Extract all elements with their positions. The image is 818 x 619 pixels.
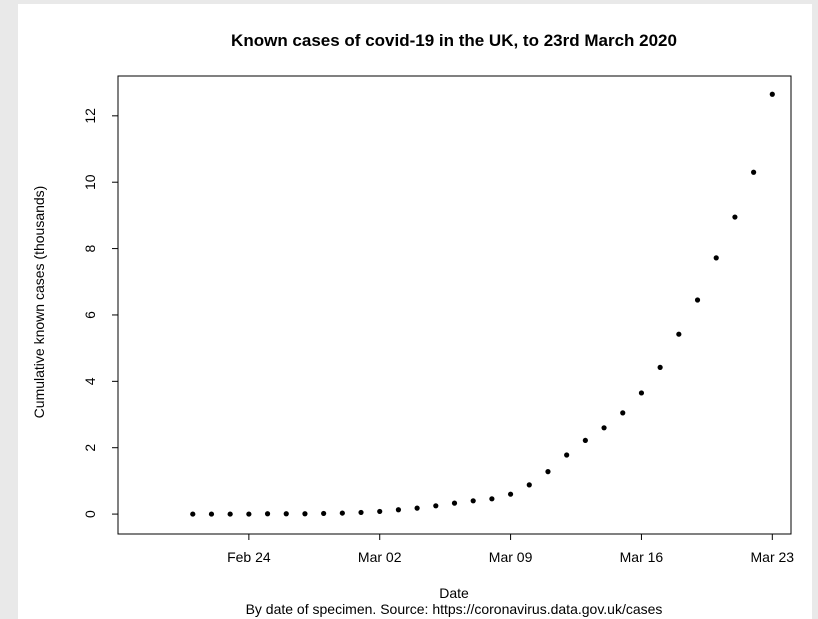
data-point — [321, 510, 327, 517]
data-point — [414, 505, 420, 511]
y-tick-label: 0 — [82, 510, 98, 518]
y-tick-label: 2 — [82, 444, 98, 452]
data-point — [694, 297, 701, 303]
x-tick-label: Mar 23 — [751, 549, 795, 565]
data-points — [190, 91, 775, 517]
data-point — [227, 511, 233, 517]
data-point — [751, 169, 757, 175]
data-point — [489, 496, 495, 502]
y-tick-label: 10 — [82, 174, 98, 190]
data-point — [395, 507, 402, 513]
x-axis-label: Date — [439, 585, 469, 601]
data-point — [264, 511, 271, 517]
y-axis: 0 2 4 6 8 10 12 — [82, 108, 119, 518]
data-point — [190, 511, 196, 517]
data-point — [601, 425, 607, 431]
x-tick-label: Mar 16 — [620, 549, 664, 565]
plot-area-border — [117, 75, 792, 535]
data-point — [676, 331, 682, 337]
chart-caption: By date of specimen. Source: https://cor… — [246, 601, 663, 617]
chart-title: Known cases of covid-19 in the UK, to 23… — [231, 31, 677, 50]
y-axis-label: Cumulative known cases (thousands) — [31, 186, 47, 419]
data-point — [377, 508, 383, 515]
data-point — [246, 511, 252, 517]
data-point — [358, 509, 364, 516]
x-tick-label: Feb 24 — [227, 549, 271, 565]
data-point — [433, 503, 439, 509]
data-point — [545, 469, 551, 475]
y-tick-label: 12 — [82, 108, 98, 124]
data-point — [507, 491, 514, 497]
y-tick-label: 8 — [82, 244, 98, 252]
y-tick-label: 6 — [82, 311, 98, 319]
x-tick-label: Mar 02 — [358, 549, 402, 565]
data-point — [638, 390, 645, 396]
data-point — [657, 364, 663, 370]
data-point — [564, 452, 570, 458]
data-point — [582, 437, 588, 444]
x-tick-label: Mar 09 — [489, 549, 533, 565]
data-point — [302, 511, 308, 517]
data-point — [208, 511, 215, 517]
data-point — [620, 410, 626, 416]
x-axis: Feb 24 Mar 02 Mar 09 Mar 16 Mar 23 — [227, 533, 795, 565]
data-point — [732, 214, 738, 220]
y-tick-label: 4 — [82, 377, 98, 385]
data-point — [339, 510, 345, 516]
data-point — [526, 482, 532, 488]
data-point — [451, 500, 458, 506]
data-point — [470, 498, 476, 504]
data-point — [713, 255, 719, 261]
data-point — [283, 511, 289, 517]
chart-frame — [18, 4, 812, 619]
data-point — [769, 91, 775, 97]
